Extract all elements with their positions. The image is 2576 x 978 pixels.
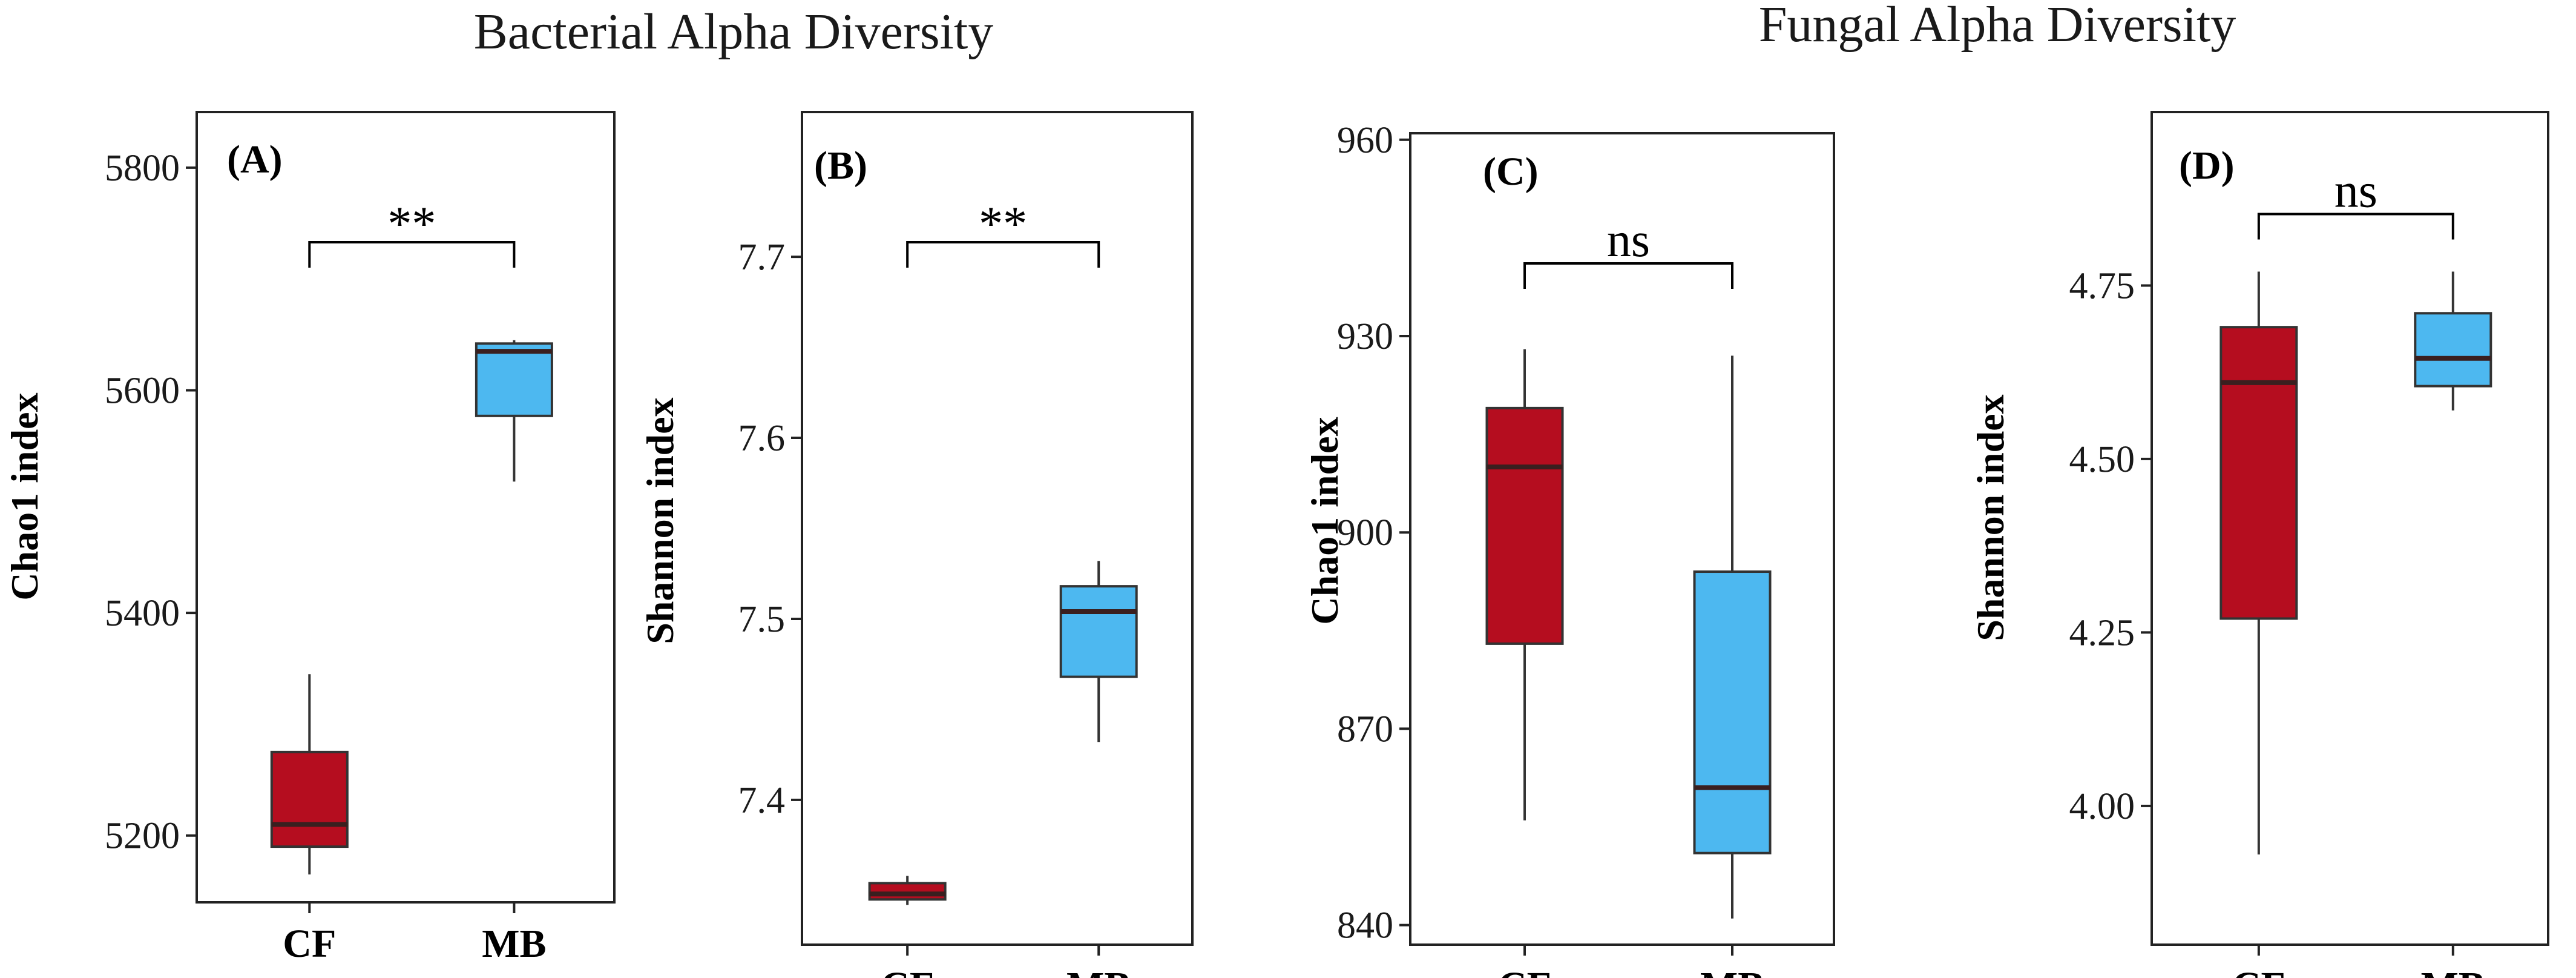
box-CF <box>2220 326 2298 620</box>
y-tick-label: 4.25 <box>2069 612 2135 653</box>
box-MB <box>2414 312 2492 388</box>
y-tick-label: 840 <box>1337 905 1393 947</box>
y-tick-label: 5200 <box>105 816 180 857</box>
x-tick-label: CF <box>283 922 336 966</box>
y-axis-label: Chao1 index <box>3 392 46 600</box>
plot-frame <box>2150 111 2549 946</box>
y-tick-label: 7.6 <box>738 418 786 459</box>
significance-label: ns <box>1607 214 1650 267</box>
y-axis-label: Shannon index <box>639 397 682 644</box>
y-tick-label: 900 <box>1337 512 1393 553</box>
panel-4: 4.00 4.25 4.50 4.75 Shannon index (D) CF MB ns <box>1969 111 2549 978</box>
y-axis-label: Shannon index <box>1969 394 2012 641</box>
significance-label: ns <box>2334 165 2377 218</box>
panel-1: 5200 5400 5600 5800 Chao1 index (A) CF MB ** <box>3 111 616 966</box>
x-tick-label: MB <box>1066 964 1131 978</box>
x-tick-label: CF <box>2232 964 2285 978</box>
panel-label: (A) <box>227 137 283 182</box>
y-tick-label: 870 <box>1337 709 1393 750</box>
significance-label: ** <box>979 197 1027 251</box>
box-MB <box>1693 570 1772 854</box>
panel-label: (C) <box>1483 150 1539 194</box>
y-tick-label: 5800 <box>105 148 180 189</box>
x-tick-label: CF <box>1498 964 1551 978</box>
box-MB <box>475 342 553 417</box>
panel-label: (B) <box>814 144 867 188</box>
panel-2: 7.4 7.5 7.6 7.7 Shannon index (B) CF MB ** <box>639 111 1194 978</box>
plot-frame <box>1409 132 1835 946</box>
box-CF <box>1485 406 1564 645</box>
plot-frame <box>196 111 616 904</box>
y-tick-label: 7.7 <box>738 237 786 278</box>
x-tick-label: MB <box>482 922 546 966</box>
x-tick-label: MB <box>2421 964 2485 978</box>
x-tick-label: MB <box>1700 964 1764 978</box>
fungal-title: Fungal Alpha Diversity <box>1759 0 2236 53</box>
panel-label: (D) <box>2179 144 2235 188</box>
y-tick-label: 5600 <box>105 371 180 412</box>
y-tick-label: 4.00 <box>2069 786 2135 827</box>
plot-frame <box>801 111 1194 946</box>
y-tick-label: 960 <box>1337 120 1393 161</box>
significance-bracket <box>308 241 516 268</box>
box-MB <box>1059 585 1138 678</box>
significance-bracket <box>906 241 1100 268</box>
y-tick-label: 7.4 <box>738 780 786 821</box>
significance-bracket <box>1523 262 1733 289</box>
y-tick-label: 4.50 <box>2069 439 2135 480</box>
panel-3: 840 870 900 930 960 Chao1 index (C) CF MB ns <box>1303 120 1835 978</box>
significance-label: ** <box>387 197 436 251</box>
bacterial-title: Bacterial Alpha Diversity <box>474 4 993 60</box>
box-CF <box>868 882 947 901</box>
y-tick-label: 7.5 <box>738 599 786 640</box>
y-tick-label: 5400 <box>105 593 180 634</box>
y-tick-label: 4.75 <box>2069 265 2135 306</box>
significance-bracket <box>2257 213 2454 240</box>
box-CF <box>270 750 349 848</box>
y-axis-label: Chao1 index <box>1303 417 1346 624</box>
x-tick-label: CF <box>881 964 934 978</box>
y-tick-label: 930 <box>1337 316 1393 357</box>
